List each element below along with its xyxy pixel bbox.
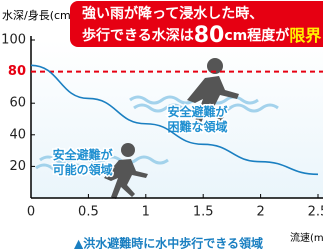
chart: 水深/身長(cm) 流速(m/秒) ▲洪水避難時に水中歩行できる領域 強い雨が降… <box>0 0 323 249</box>
region-label: 可能の領域 <box>53 162 113 177</box>
x-tick-label: 0 <box>27 205 35 220</box>
title-text: cm程度が <box>224 27 290 44</box>
x-axis-label: 流速(m/秒) <box>290 231 323 244</box>
region-label: 困難な領域 <box>167 119 227 134</box>
region-label: 安全避難が <box>53 147 113 162</box>
title-text: 限界 <box>289 26 321 45</box>
y-tick-label: 20 <box>9 159 26 174</box>
y-tick-label: 80 <box>8 64 26 79</box>
y-tick-label: 100 <box>1 33 26 48</box>
x-tick-label: 2 <box>256 205 264 220</box>
x-tick-label: 1 <box>142 205 150 220</box>
title-line: 強い雨が降って浸水した時、 <box>82 5 263 22</box>
x-tick-label: 1.5 <box>193 205 214 220</box>
y-tick-label: 40 <box>9 127 26 142</box>
caption: ▲洪水避難時に水中歩行できる領域 <box>74 236 263 249</box>
x-tick-label: 2.5 <box>308 205 323 220</box>
title-text: 歩行できる水深は <box>82 27 194 44</box>
x-tick-label: 0.5 <box>78 205 99 220</box>
title-text: 80 <box>194 23 225 48</box>
region-label: 安全避難が <box>167 104 227 119</box>
y-axis-label: 水深/身長(cm) <box>2 8 75 22</box>
title-text: 強い雨が降って浸水した時、 <box>82 5 263 22</box>
y-tick-label: 60 <box>9 96 26 111</box>
